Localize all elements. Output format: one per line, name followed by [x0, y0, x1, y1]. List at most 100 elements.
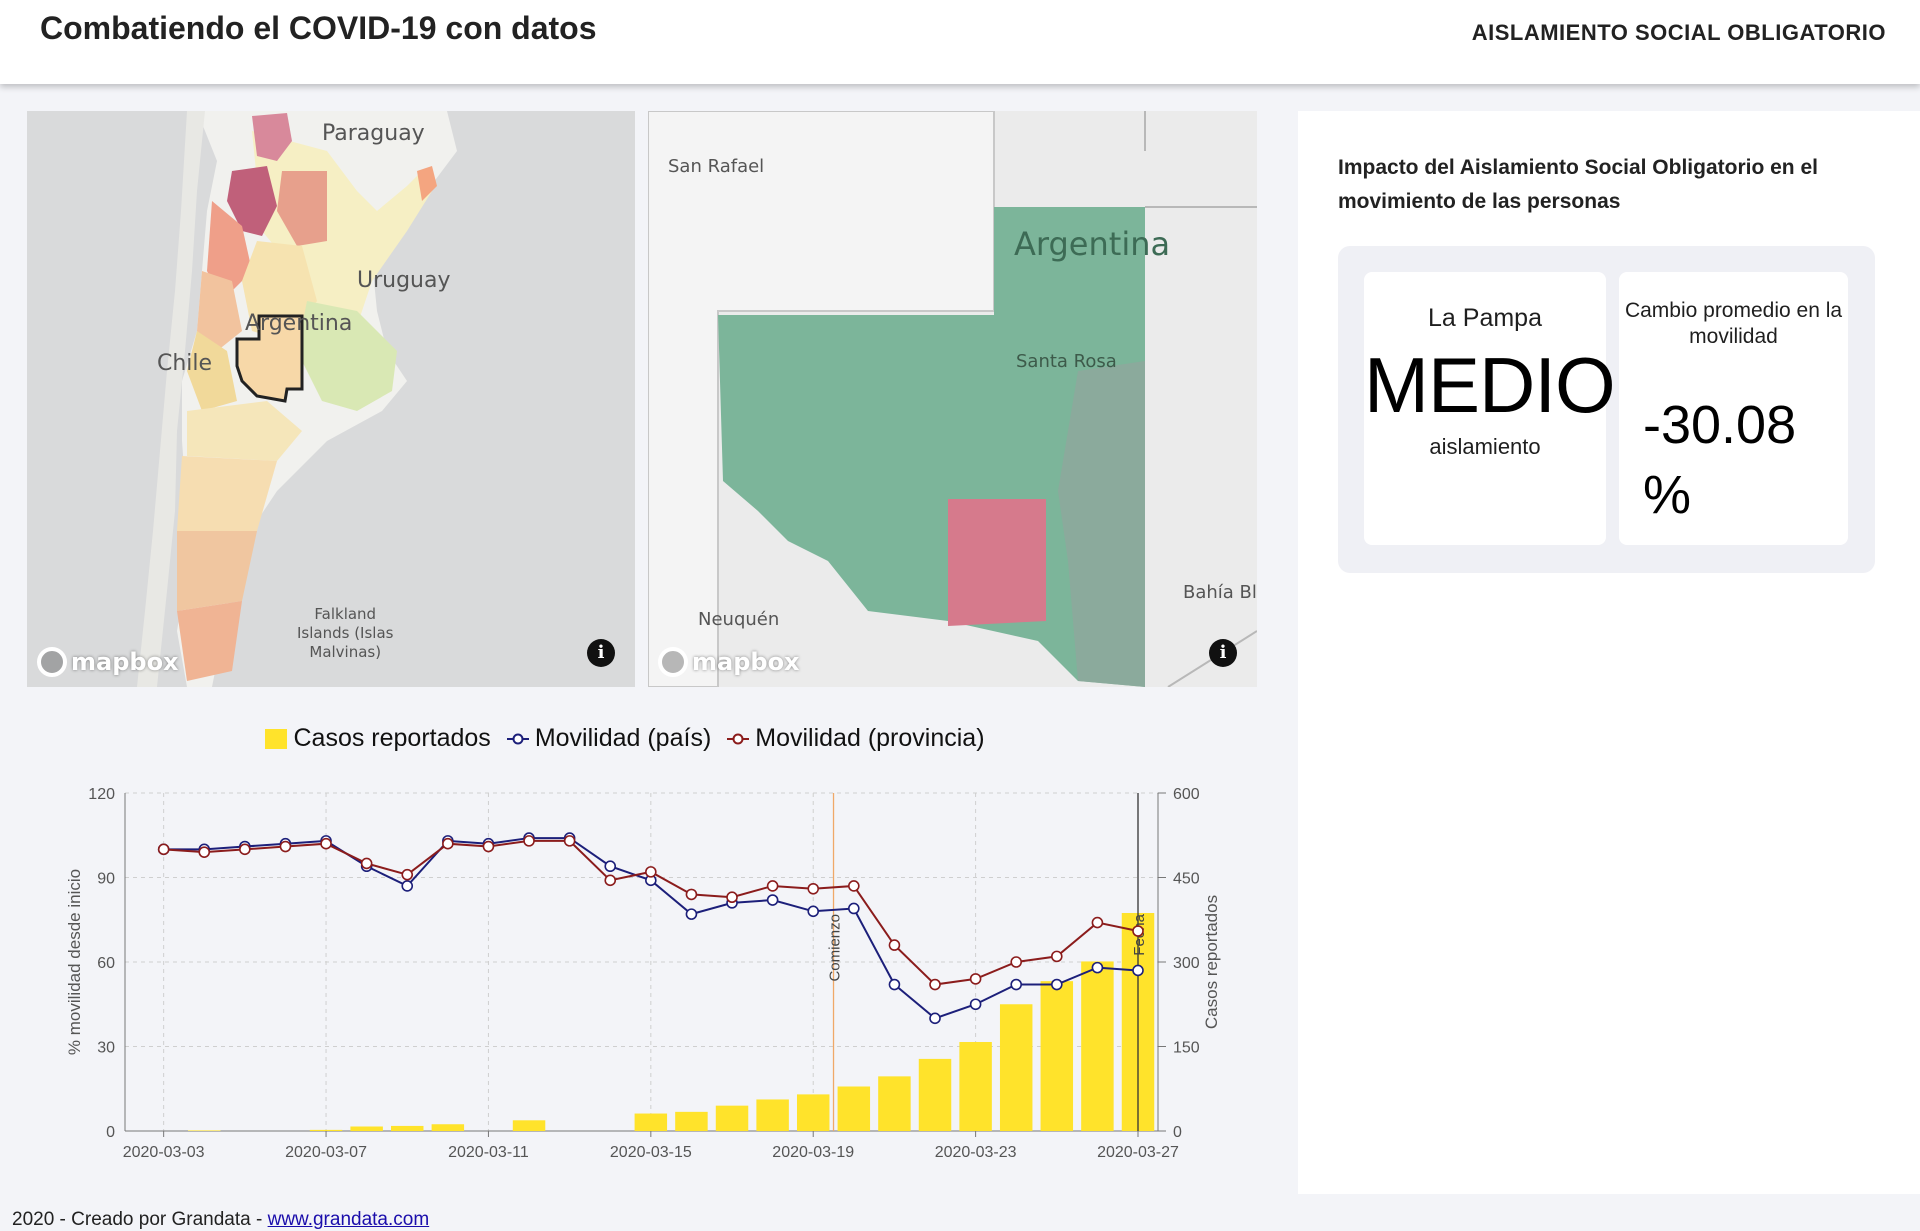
footer: 2020 - Creado por Grandata - www.grandat…	[0, 1209, 429, 1231]
mobility-change-label: Cambio promedio en la movilidad	[1624, 299, 1843, 348]
region-mendoza	[187, 331, 237, 411]
y-right-axis-label: Casos reportados	[1202, 895, 1221, 1029]
bar-cases	[837, 1086, 871, 1131]
line-province-point	[1132, 925, 1144, 937]
line-country-point	[685, 908, 698, 920]
region-buenos-aires	[297, 301, 397, 411]
chart-plot: 0 30 60 90 120 0 150 300 450 600 2020-03-03 2020-03…	[65, 786, 1221, 1161]
y-right-tick-label: 600	[1173, 786, 1200, 803]
line-province-point	[685, 888, 698, 901]
map-label-san-rafael: San Rafael	[668, 156, 765, 177]
bar-cases	[756, 1099, 789, 1131]
line-province-point	[442, 837, 454, 850]
region-catamarca	[207, 201, 252, 301]
region-la-pampa	[235, 314, 304, 403]
y-left-tick-label: 90	[97, 871, 115, 888]
la-pampa-east-shade	[1058, 361, 1145, 687]
nav-link-aislamiento[interactable]: AISLAMIENTO SOCIAL OBLIGATORIO	[1471, 20, 1886, 45]
bar-cases	[350, 1126, 383, 1131]
line-country-point	[1051, 978, 1063, 991]
line-country-point	[401, 880, 414, 892]
line-province-point	[929, 978, 941, 991]
y-left-tick-label: 30	[97, 1040, 115, 1057]
map-label-uruguay: Uruguay	[357, 268, 451, 293]
mapbox-logo[interactable]: mapbox	[37, 647, 179, 677]
country-map-canvas	[137, 111, 457, 687]
bar-cases	[1081, 961, 1114, 1131]
line-country-point	[969, 998, 982, 1011]
bar-cases	[715, 1105, 749, 1131]
map-label-neuquen: Neuquén	[698, 609, 780, 630]
line-province-point	[766, 880, 779, 892]
x-tick-label: 2020-03-03	[123, 1144, 205, 1161]
province-map[interactable]: San Rafael Argentina Santa Rosa Neuquén …	[648, 111, 1257, 687]
line-country-point	[888, 978, 901, 991]
region-name: La Pampa	[1428, 304, 1542, 332]
legend-label-country: Movilidad (país)	[534, 724, 712, 752]
stats-container: La Pampa MEDIO aislamiento Cambio promed…	[1338, 246, 1875, 573]
legend-label-cases: Casos reportados	[293, 724, 491, 752]
x-tick-label: 2020-03-19	[772, 1144, 854, 1161]
line-country-point	[1010, 978, 1023, 991]
line-province-point	[1010, 956, 1023, 968]
bar-cases	[999, 1004, 1033, 1131]
line-province-point	[604, 874, 617, 887]
neighbor-province	[648, 111, 995, 687]
line-marker-icon	[506, 733, 529, 744]
bar-cases	[431, 1124, 465, 1131]
info-icon[interactable]: i	[587, 639, 615, 667]
high-mobility-department	[948, 499, 1046, 626]
isolation-level: MEDIO	[1364, 341, 1616, 429]
map-label-falkland: Falkland Islands (Islas Malvinas)	[297, 605, 394, 661]
line-country-point	[807, 905, 820, 918]
legend-item-cases[interactable]: Casos reportados	[265, 724, 491, 753]
info-icon[interactable]: i	[1209, 639, 1237, 667]
province-map-canvas	[648, 111, 1257, 687]
isolation-caption: aislamiento	[1429, 434, 1541, 459]
y-right-tick-label: 150	[1173, 1040, 1200, 1057]
country-map[interactable]: Paraguay Uruguay Argentina Chile Falklan…	[27, 111, 635, 687]
line-province-point	[645, 866, 657, 878]
chile-strip	[137, 111, 205, 687]
map-label-chile: Chile	[157, 351, 213, 376]
isolation-level-card: La Pampa MEDIO aislamiento	[1364, 272, 1616, 545]
line-country-point	[929, 1012, 941, 1025]
y-left-axis-label: % movilidad desde inicio	[65, 869, 84, 1055]
bar-cases	[188, 1130, 221, 1131]
line-province-point	[523, 835, 535, 847]
mobility-change-unit: %	[1643, 465, 1692, 525]
legend-item-country[interactable]: Movilidad (país)	[506, 724, 712, 753]
line-province-point	[401, 868, 414, 881]
line-province-point	[279, 840, 292, 853]
line-marker-icon	[727, 733, 750, 744]
annotation-label: Comienzo	[827, 914, 844, 982]
x-tick-label: 2020-03-23	[935, 1144, 1017, 1161]
line-province-point	[239, 843, 251, 856]
line-province-point	[726, 891, 738, 904]
line-province-point	[482, 840, 495, 853]
legend-item-province[interactable]: Movilidad (provincia)	[727, 724, 985, 753]
region-nw-red	[252, 113, 292, 161]
line-province-point	[1091, 916, 1104, 929]
region-tucuman	[227, 166, 277, 236]
line-country-point	[604, 860, 617, 873]
map-label-santa-rosa: Santa Rosa	[1016, 351, 1117, 372]
map-label-argentina: Argentina	[245, 311, 353, 336]
bar-cases	[918, 1058, 952, 1131]
mobility-change-value: -30.08 %	[1643, 390, 1796, 530]
region-santiago	[277, 171, 327, 246]
bar-cases	[512, 1120, 546, 1131]
x-tick-label: 2020-03-11	[448, 1144, 529, 1161]
footer-link[interactable]: www.grandata.com	[267, 1209, 430, 1230]
line-country-point	[766, 894, 779, 906]
line-country-point	[1132, 964, 1144, 977]
line-province-point	[563, 835, 576, 847]
y-left-tick-label: 120	[88, 786, 115, 803]
line-province-point	[848, 880, 860, 892]
mapbox-logo[interactable]: mapbox	[658, 647, 800, 677]
x-tick-label: 2020-03-27	[1097, 1144, 1179, 1161]
map-label-argentina-province: Argentina	[1014, 225, 1171, 263]
line-province-point	[807, 882, 820, 895]
region-tierra-fuego	[177, 601, 242, 681]
map-label-bahia: Bahía Bl	[1183, 582, 1257, 603]
